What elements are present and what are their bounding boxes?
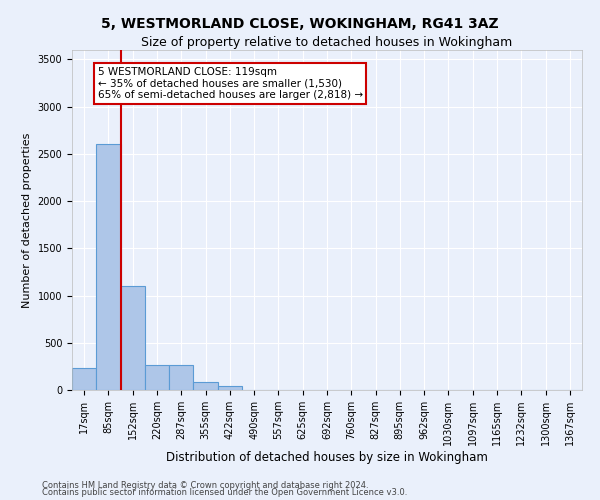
Bar bbox=[193, 382, 218, 390]
X-axis label: Distribution of detached houses by size in Wokingham: Distribution of detached houses by size … bbox=[166, 451, 488, 464]
Title: Size of property relative to detached houses in Wokingham: Size of property relative to detached ho… bbox=[142, 36, 512, 49]
Bar bbox=[218, 386, 242, 390]
Bar bbox=[121, 286, 145, 390]
Text: Contains public sector information licensed under the Open Government Licence v3: Contains public sector information licen… bbox=[42, 488, 407, 497]
Bar bbox=[169, 364, 193, 390]
Y-axis label: Number of detached properties: Number of detached properties bbox=[22, 132, 32, 308]
Text: 5 WESTMORLAND CLOSE: 119sqm
← 35% of detached houses are smaller (1,530)
65% of : 5 WESTMORLAND CLOSE: 119sqm ← 35% of det… bbox=[97, 67, 362, 100]
Bar bbox=[96, 144, 121, 390]
Text: Contains HM Land Registry data © Crown copyright and database right 2024.: Contains HM Land Registry data © Crown c… bbox=[42, 480, 368, 490]
Bar bbox=[72, 368, 96, 390]
Text: 5, WESTMORLAND CLOSE, WOKINGHAM, RG41 3AZ: 5, WESTMORLAND CLOSE, WOKINGHAM, RG41 3A… bbox=[101, 18, 499, 32]
Bar bbox=[145, 364, 169, 390]
